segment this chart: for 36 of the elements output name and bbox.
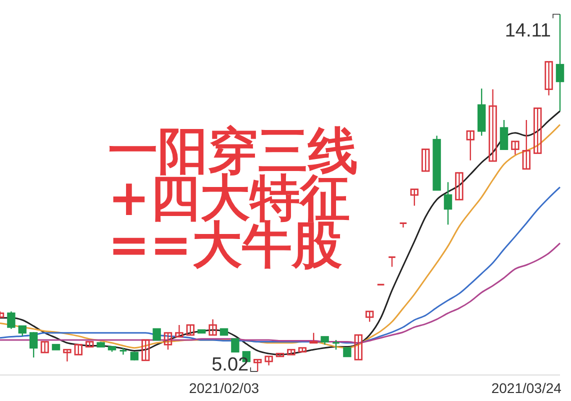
- candlestick: [421, 148, 430, 172]
- candlestick: [455, 172, 464, 200]
- annotation: 5.02: [212, 354, 249, 376]
- candlestick: [511, 140, 520, 156]
- candlestick: [533, 108, 542, 154]
- x-tick-label: 2021/02/03: [188, 380, 260, 396]
- candlestick: [208, 318, 217, 336]
- candlestick: [186, 324, 195, 336]
- candlestick: [388, 256, 396, 268]
- candlestick: [309, 332, 318, 344]
- candlestick: [354, 334, 363, 360]
- candlestick: [18, 325, 27, 337]
- candlestick: [410, 188, 419, 206]
- candlestick: [152, 328, 161, 341]
- candlestick: [141, 339, 150, 362]
- candlestick: [7, 310, 16, 330]
- candlestick: [231, 338, 240, 352]
- candlestick: [544, 61, 553, 96]
- candlestick: [29, 332, 38, 358]
- annotation: 14.11: [504, 20, 551, 42]
- candlestick: [332, 339, 340, 350]
- candlestick: [556, 14, 564, 112]
- candlestick: [63, 348, 72, 362]
- candlestick: [40, 341, 49, 354]
- candlestick: [466, 130, 475, 161]
- candlestick: [444, 182, 452, 226]
- candlestick: [365, 310, 374, 322]
- candlestick: [175, 324, 184, 338]
- x-tick-label: 2021/03/24: [491, 380, 562, 396]
- candlestick: [522, 119, 531, 170]
- candlestick: [164, 332, 172, 350]
- candlestick: [264, 356, 273, 366]
- candlestick: [500, 119, 508, 150]
- candlestick: [253, 358, 262, 372]
- candlestick: [74, 344, 83, 356]
- candlestick: [488, 88, 497, 162]
